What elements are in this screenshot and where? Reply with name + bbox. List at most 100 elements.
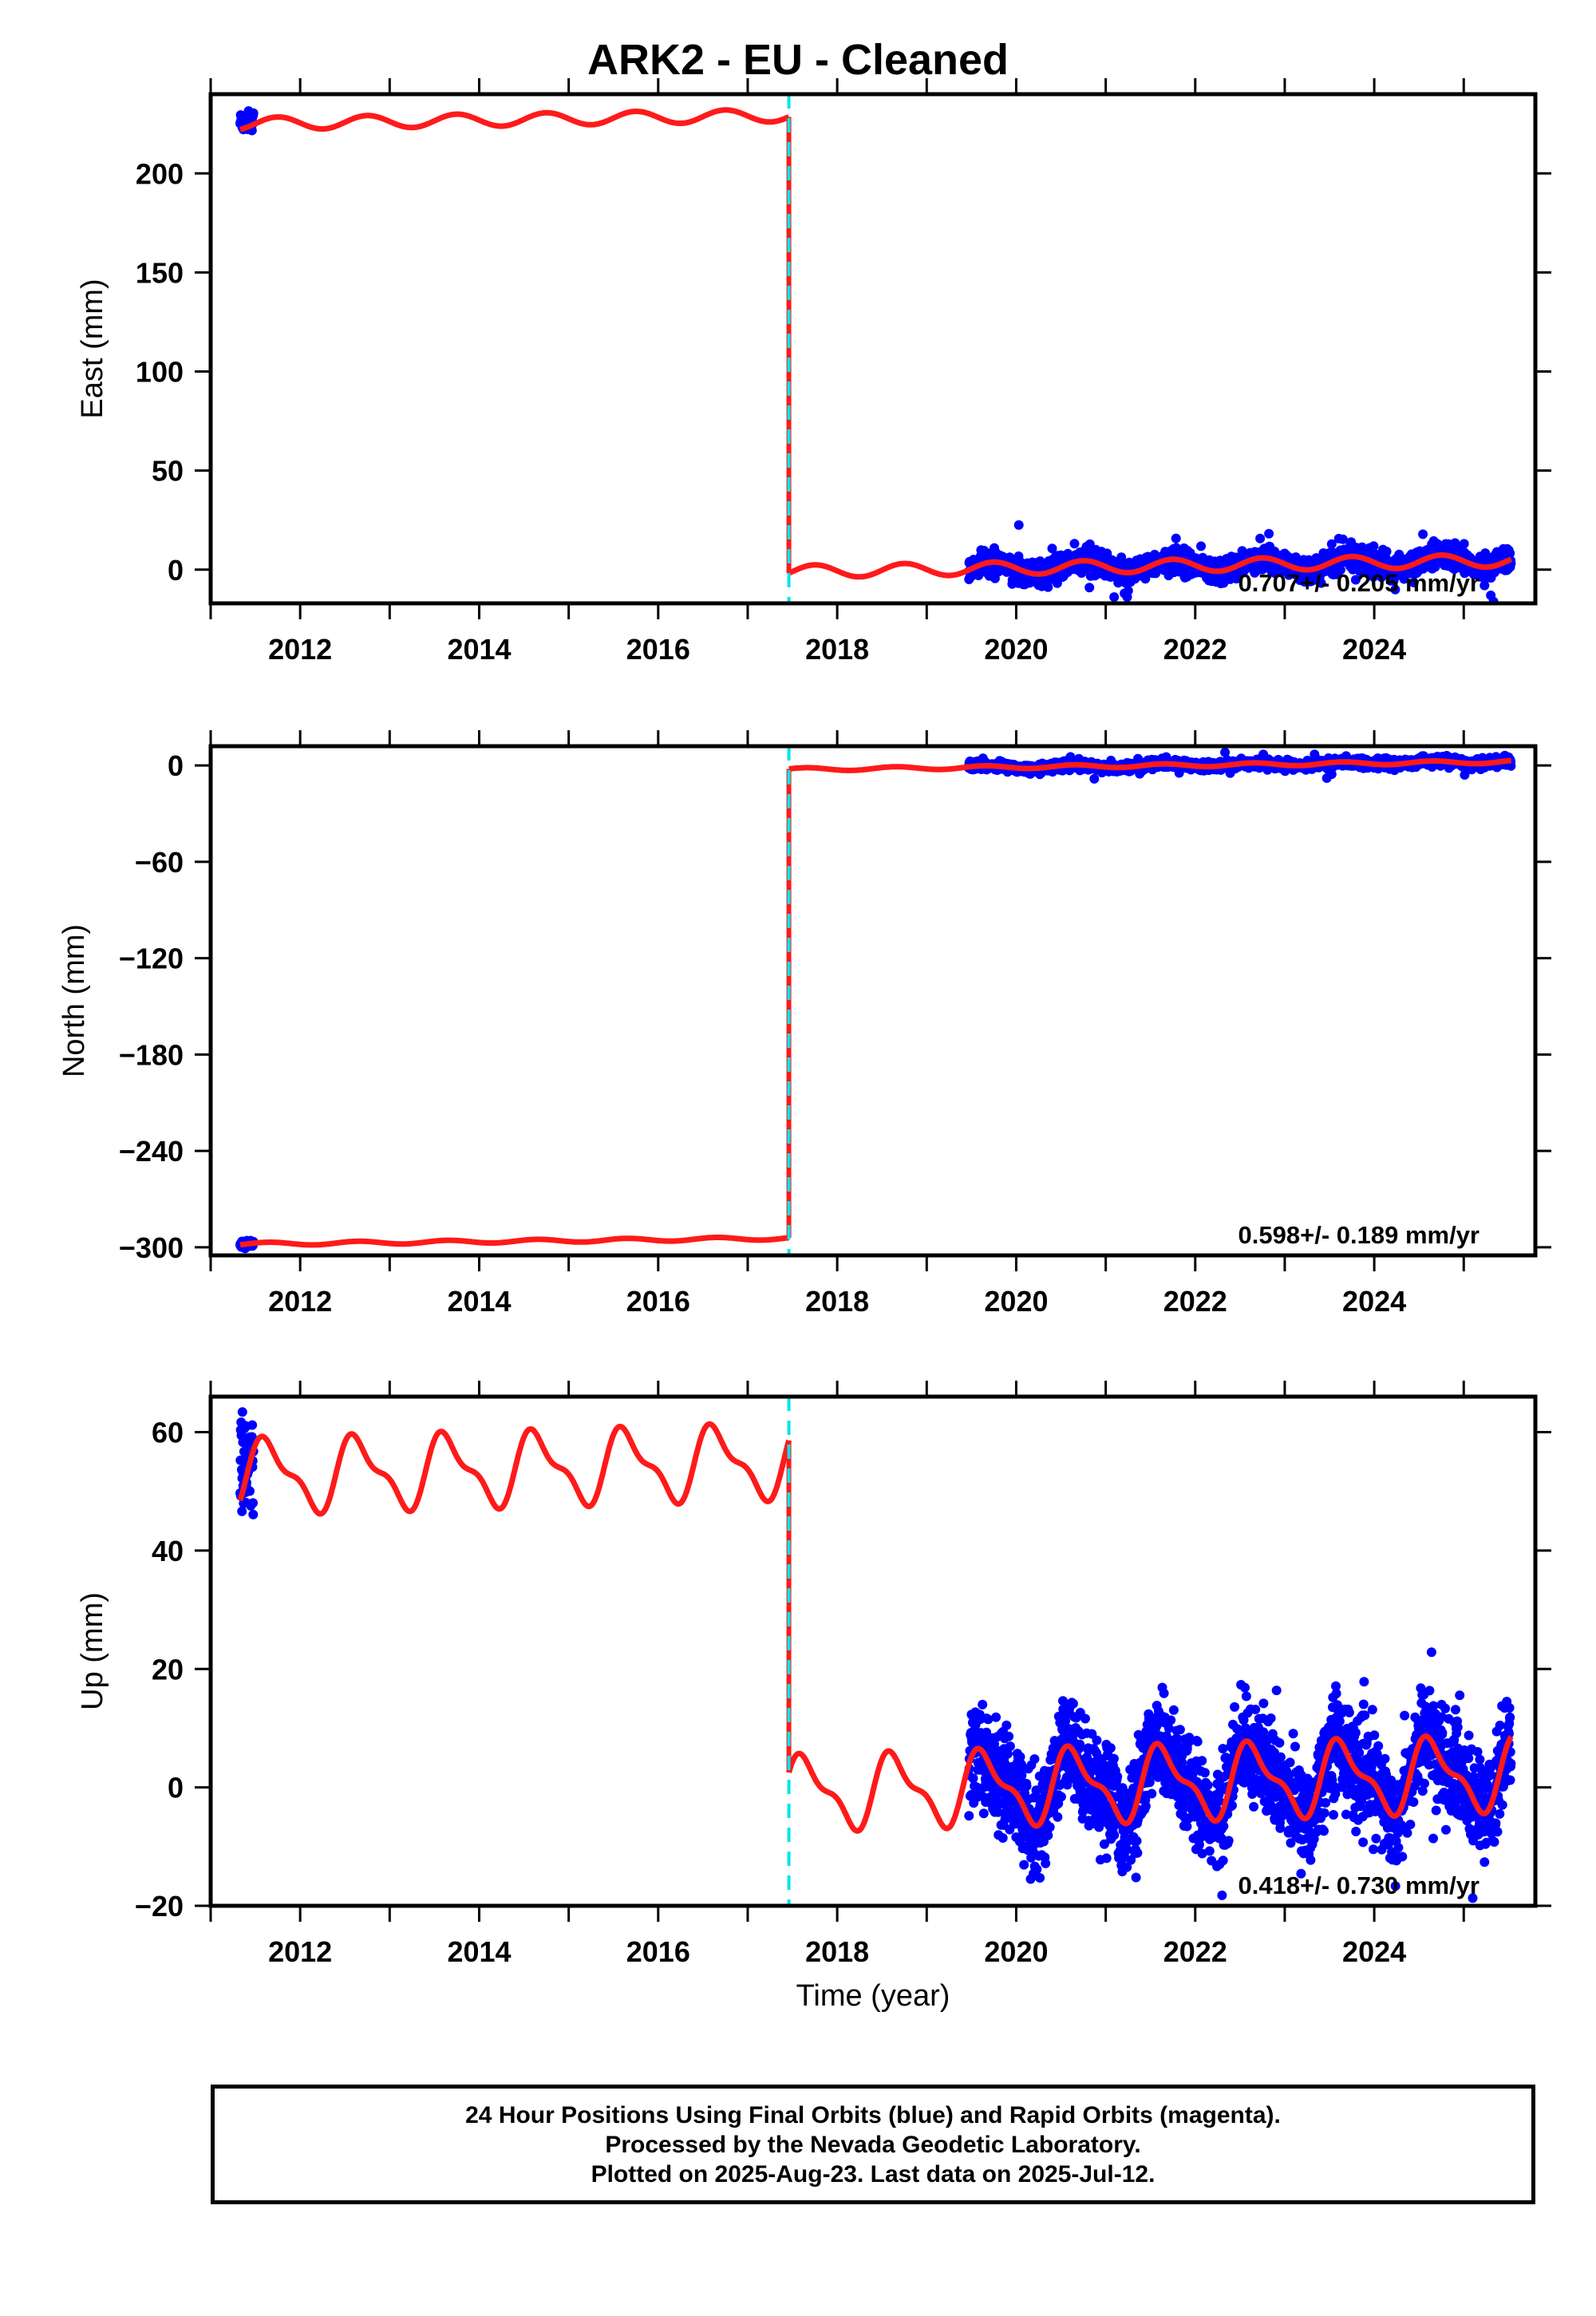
obs-point — [1381, 547, 1392, 556]
x-tick-label: 2024 — [1342, 1285, 1406, 1318]
y-tick-label: 200 — [136, 157, 184, 190]
obs-point — [1505, 548, 1515, 559]
obs-point — [1123, 586, 1133, 596]
model-curve-pre-offset — [239, 1235, 789, 1248]
obs-point — [1316, 578, 1326, 588]
obs-point — [968, 1773, 978, 1784]
axes-frame-north — [208, 744, 1538, 1258]
obs-point — [1084, 583, 1095, 593]
obs-point — [248, 1498, 258, 1508]
obs-point — [1109, 592, 1120, 603]
plot-area-east — [235, 94, 1516, 603]
obs-point — [990, 1739, 999, 1749]
y-axis-label: East (mm) — [76, 279, 109, 418]
obs-point — [1015, 1752, 1025, 1762]
obs-point — [1047, 543, 1057, 554]
obs-point — [1255, 533, 1266, 543]
plot-area-north — [235, 746, 1516, 1255]
model-curve-post-offset — [788, 552, 1513, 580]
obs-point — [1019, 1860, 1029, 1870]
x-tick-label: 2024 — [1342, 633, 1406, 666]
obs-point — [998, 1833, 1008, 1843]
obs-point — [1004, 1731, 1014, 1741]
obs-point — [1140, 574, 1151, 584]
y-tick-label: −300 — [119, 1231, 184, 1264]
model-curve-pre-offset — [239, 107, 790, 132]
obs-point — [247, 1432, 257, 1442]
obs-point — [1264, 528, 1274, 539]
y-tick-label: 0 — [168, 749, 184, 782]
obs-point — [1326, 539, 1337, 549]
obs-point — [1326, 769, 1337, 780]
obs-point — [1021, 1781, 1032, 1791]
obs-point — [1171, 533, 1181, 543]
obs-point — [972, 1782, 982, 1792]
obs-point — [1029, 1754, 1040, 1765]
x-tick-label: 2018 — [805, 1285, 869, 1318]
obs-point — [1005, 1741, 1015, 1752]
obs-point — [1017, 1770, 1027, 1780]
obs-point — [237, 1506, 247, 1516]
observations-north — [235, 747, 1516, 1254]
y-tick-label: 0 — [168, 554, 184, 587]
x-tick-label: 2018 — [805, 633, 869, 666]
obs-point — [1220, 747, 1231, 757]
x-tick-label: 2012 — [268, 1285, 332, 1318]
y-tick-label: −240 — [119, 1135, 184, 1168]
obs-point — [1016, 1759, 1026, 1769]
y-tick-label: 50 — [152, 455, 184, 488]
x-tick-label: 2020 — [984, 1285, 1048, 1318]
y-tick-label: 150 — [136, 256, 184, 289]
obs-point — [964, 1811, 974, 1821]
y-tick-label: −180 — [119, 1038, 184, 1071]
obs-point — [978, 1699, 988, 1709]
obs-point — [1196, 541, 1206, 551]
obs-point — [1479, 580, 1490, 591]
obs-point — [978, 1808, 989, 1819]
obs-point — [245, 1486, 255, 1496]
obs-point — [247, 1420, 258, 1430]
rate-annotation: 0.598+/- 0.189 mm/yr — [1238, 1221, 1479, 1249]
obs-point — [1369, 541, 1379, 551]
obs-point — [1002, 1749, 1013, 1759]
obs-point — [248, 108, 259, 118]
obs-point — [1337, 534, 1348, 544]
y-tick-label: 100 — [136, 356, 184, 389]
observations-east — [235, 106, 1516, 603]
obs-point — [1408, 578, 1419, 587]
rate-annotation: 0.707+/- 0.205 mm/yr — [1238, 569, 1479, 597]
obs-point — [1335, 565, 1345, 575]
obs-point — [1032, 1864, 1042, 1875]
obs-point — [248, 1509, 259, 1520]
panel-east: 2012 2014 2016 2018 2020 2022 2024 0 50 100 150 200… — [76, 78, 1551, 666]
obs-point — [1089, 773, 1100, 784]
y-tick-label: −120 — [119, 943, 184, 975]
obs-point — [1001, 1720, 1012, 1730]
obs-point — [1069, 539, 1080, 549]
obs-point — [1350, 575, 1361, 585]
model-curve-post-offset — [788, 757, 1512, 773]
x-tick-label: 2014 — [447, 1285, 511, 1318]
x-tick-label: 2020 — [984, 633, 1048, 666]
obs-point — [1013, 520, 1024, 530]
x-tick-label: 2022 — [1163, 1285, 1227, 1318]
y-axis-label: North (mm) — [57, 924, 91, 1077]
obs-point — [1418, 529, 1428, 539]
x-tick-label: 2022 — [1163, 633, 1227, 666]
x-tick-label: 2016 — [626, 1285, 690, 1318]
obs-point — [1043, 582, 1053, 592]
observations-up — [235, 1407, 1516, 1903]
y-tick-label: −60 — [135, 846, 184, 879]
chart-title: ARK2 - EU - Cleaned — [587, 36, 1009, 84]
panel-north: 2012 2014 2016 2018 2020 2022 2024 0 −60 −120 −180… — [57, 730, 1551, 1318]
x-tick-label: 2014 — [447, 633, 511, 666]
plot-area-up — [235, 1397, 1516, 1906]
panel-up: 2012 2014 2016 2018 2020 2022 2024−200204060Up… — [76, 1381, 1551, 2013]
obs-point — [991, 1712, 1001, 1722]
x-tick-label: 2012 — [268, 633, 332, 666]
obs-point — [983, 1714, 994, 1725]
x-tick-label: 2016 — [626, 633, 690, 666]
obs-point — [237, 1407, 247, 1417]
obs-point — [1390, 584, 1400, 595]
